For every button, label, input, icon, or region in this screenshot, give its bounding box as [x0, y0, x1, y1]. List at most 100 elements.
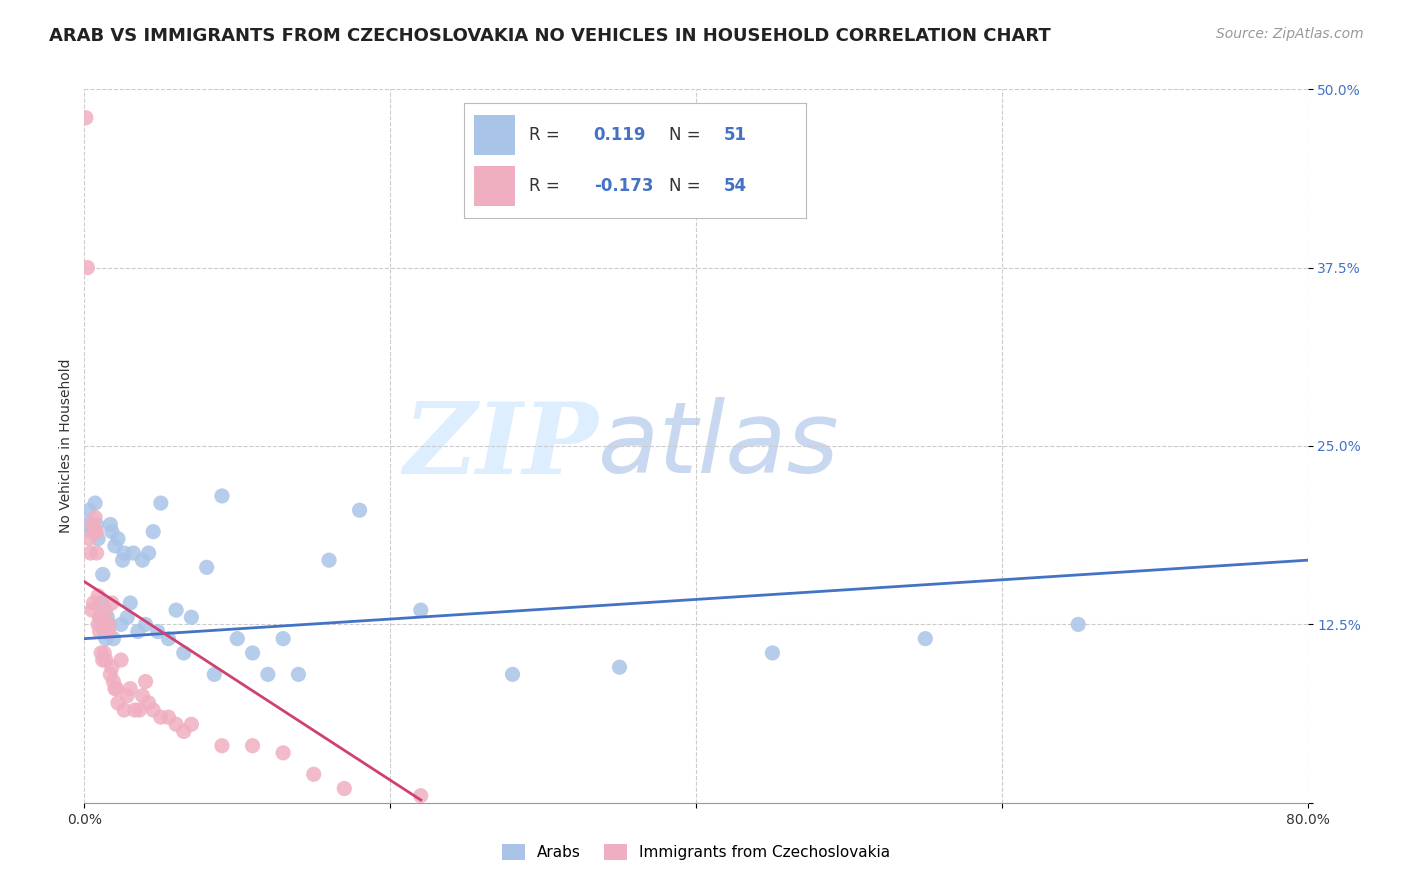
- Point: [138, 696, 160, 710]
- Point: [97, 617, 120, 632]
- Point: [409, 789, 432, 803]
- Point: [107, 696, 129, 710]
- Point: [87, 617, 110, 632]
- Point: [93, 646, 115, 660]
- Point: [97, 617, 120, 632]
- Point: [111, 553, 134, 567]
- Point: [104, 681, 127, 696]
- Text: ZIP: ZIP: [404, 398, 598, 494]
- Point: [77, 532, 100, 546]
- Point: [409, 603, 432, 617]
- Text: atlas: atlas: [598, 398, 839, 494]
- Point: [75, 111, 97, 125]
- Point: [80, 524, 103, 539]
- Point: [226, 632, 249, 646]
- Point: [96, 610, 118, 624]
- Point: [115, 689, 138, 703]
- Point: [93, 617, 115, 632]
- Point: [91, 567, 114, 582]
- Point: [86, 546, 108, 560]
- Point: [149, 710, 172, 724]
- Point: [80, 517, 103, 532]
- Point: [914, 632, 936, 646]
- Point: [76, 260, 98, 275]
- Point: [173, 724, 195, 739]
- Point: [257, 667, 280, 681]
- Point: [173, 646, 195, 660]
- Point: [101, 524, 124, 539]
- Point: [202, 667, 225, 681]
- Point: [112, 546, 135, 560]
- Point: [107, 532, 129, 546]
- Point: [80, 603, 103, 617]
- Point: [86, 517, 108, 532]
- Point: [90, 646, 112, 660]
- Point: [94, 632, 117, 646]
- Point: [94, 653, 117, 667]
- Point: [165, 717, 187, 731]
- Point: [105, 681, 128, 696]
- Point: [502, 667, 524, 681]
- Point: [211, 739, 233, 753]
- Point: [157, 710, 180, 724]
- Point: [77, 503, 100, 517]
- Point: [138, 546, 160, 560]
- Point: [79, 546, 101, 560]
- Point: [131, 553, 153, 567]
- Point: [149, 496, 172, 510]
- Point: [97, 624, 120, 639]
- Point: [211, 489, 233, 503]
- Text: ARAB VS IMMIGRANTS FROM CZECHOSLOVAKIA NO VEHICLES IN HOUSEHOLD CORRELATION CHAR: ARAB VS IMMIGRANTS FROM CZECHOSLOVAKIA N…: [49, 27, 1050, 45]
- Point: [127, 624, 149, 639]
- Point: [87, 589, 110, 603]
- Point: [87, 532, 110, 546]
- Point: [180, 717, 202, 731]
- Point: [135, 674, 157, 689]
- Point: [302, 767, 325, 781]
- Point: [83, 596, 105, 610]
- Point: [333, 781, 356, 796]
- Point: [91, 610, 114, 624]
- Point: [101, 596, 124, 610]
- Point: [761, 646, 783, 660]
- Point: [112, 703, 135, 717]
- Point: [103, 674, 125, 689]
- Point: [86, 524, 108, 539]
- Point: [142, 703, 165, 717]
- Point: [98, 667, 121, 681]
- Text: Source: ZipAtlas.com: Source: ZipAtlas.com: [1216, 27, 1364, 41]
- Point: [103, 632, 125, 646]
- Point: [84, 510, 107, 524]
- Point: [349, 503, 371, 517]
- Point: [89, 624, 111, 639]
- Point: [84, 524, 107, 539]
- Point: [115, 610, 138, 624]
- Point: [94, 603, 117, 617]
- Point: [91, 653, 114, 667]
- Point: [98, 517, 121, 532]
- Point: [90, 617, 112, 632]
- Point: [242, 739, 264, 753]
- Point: [120, 681, 142, 696]
- Point: [90, 596, 112, 610]
- Point: [271, 746, 294, 760]
- Point: [89, 610, 111, 624]
- Point: [104, 539, 127, 553]
- Point: [1067, 617, 1090, 632]
- Point: [110, 617, 132, 632]
- Point: [110, 653, 132, 667]
- Point: [271, 632, 294, 646]
- Point: [96, 624, 118, 639]
- Point: [195, 560, 218, 574]
- Point: [287, 667, 309, 681]
- Point: [124, 703, 146, 717]
- Point: [101, 660, 124, 674]
- Point: [76, 517, 98, 532]
- Point: [89, 610, 111, 624]
- Point: [242, 646, 264, 660]
- Point: [146, 624, 169, 639]
- Point: [93, 624, 115, 639]
- Point: [84, 496, 107, 510]
- Point: [135, 617, 157, 632]
- Point: [120, 596, 142, 610]
